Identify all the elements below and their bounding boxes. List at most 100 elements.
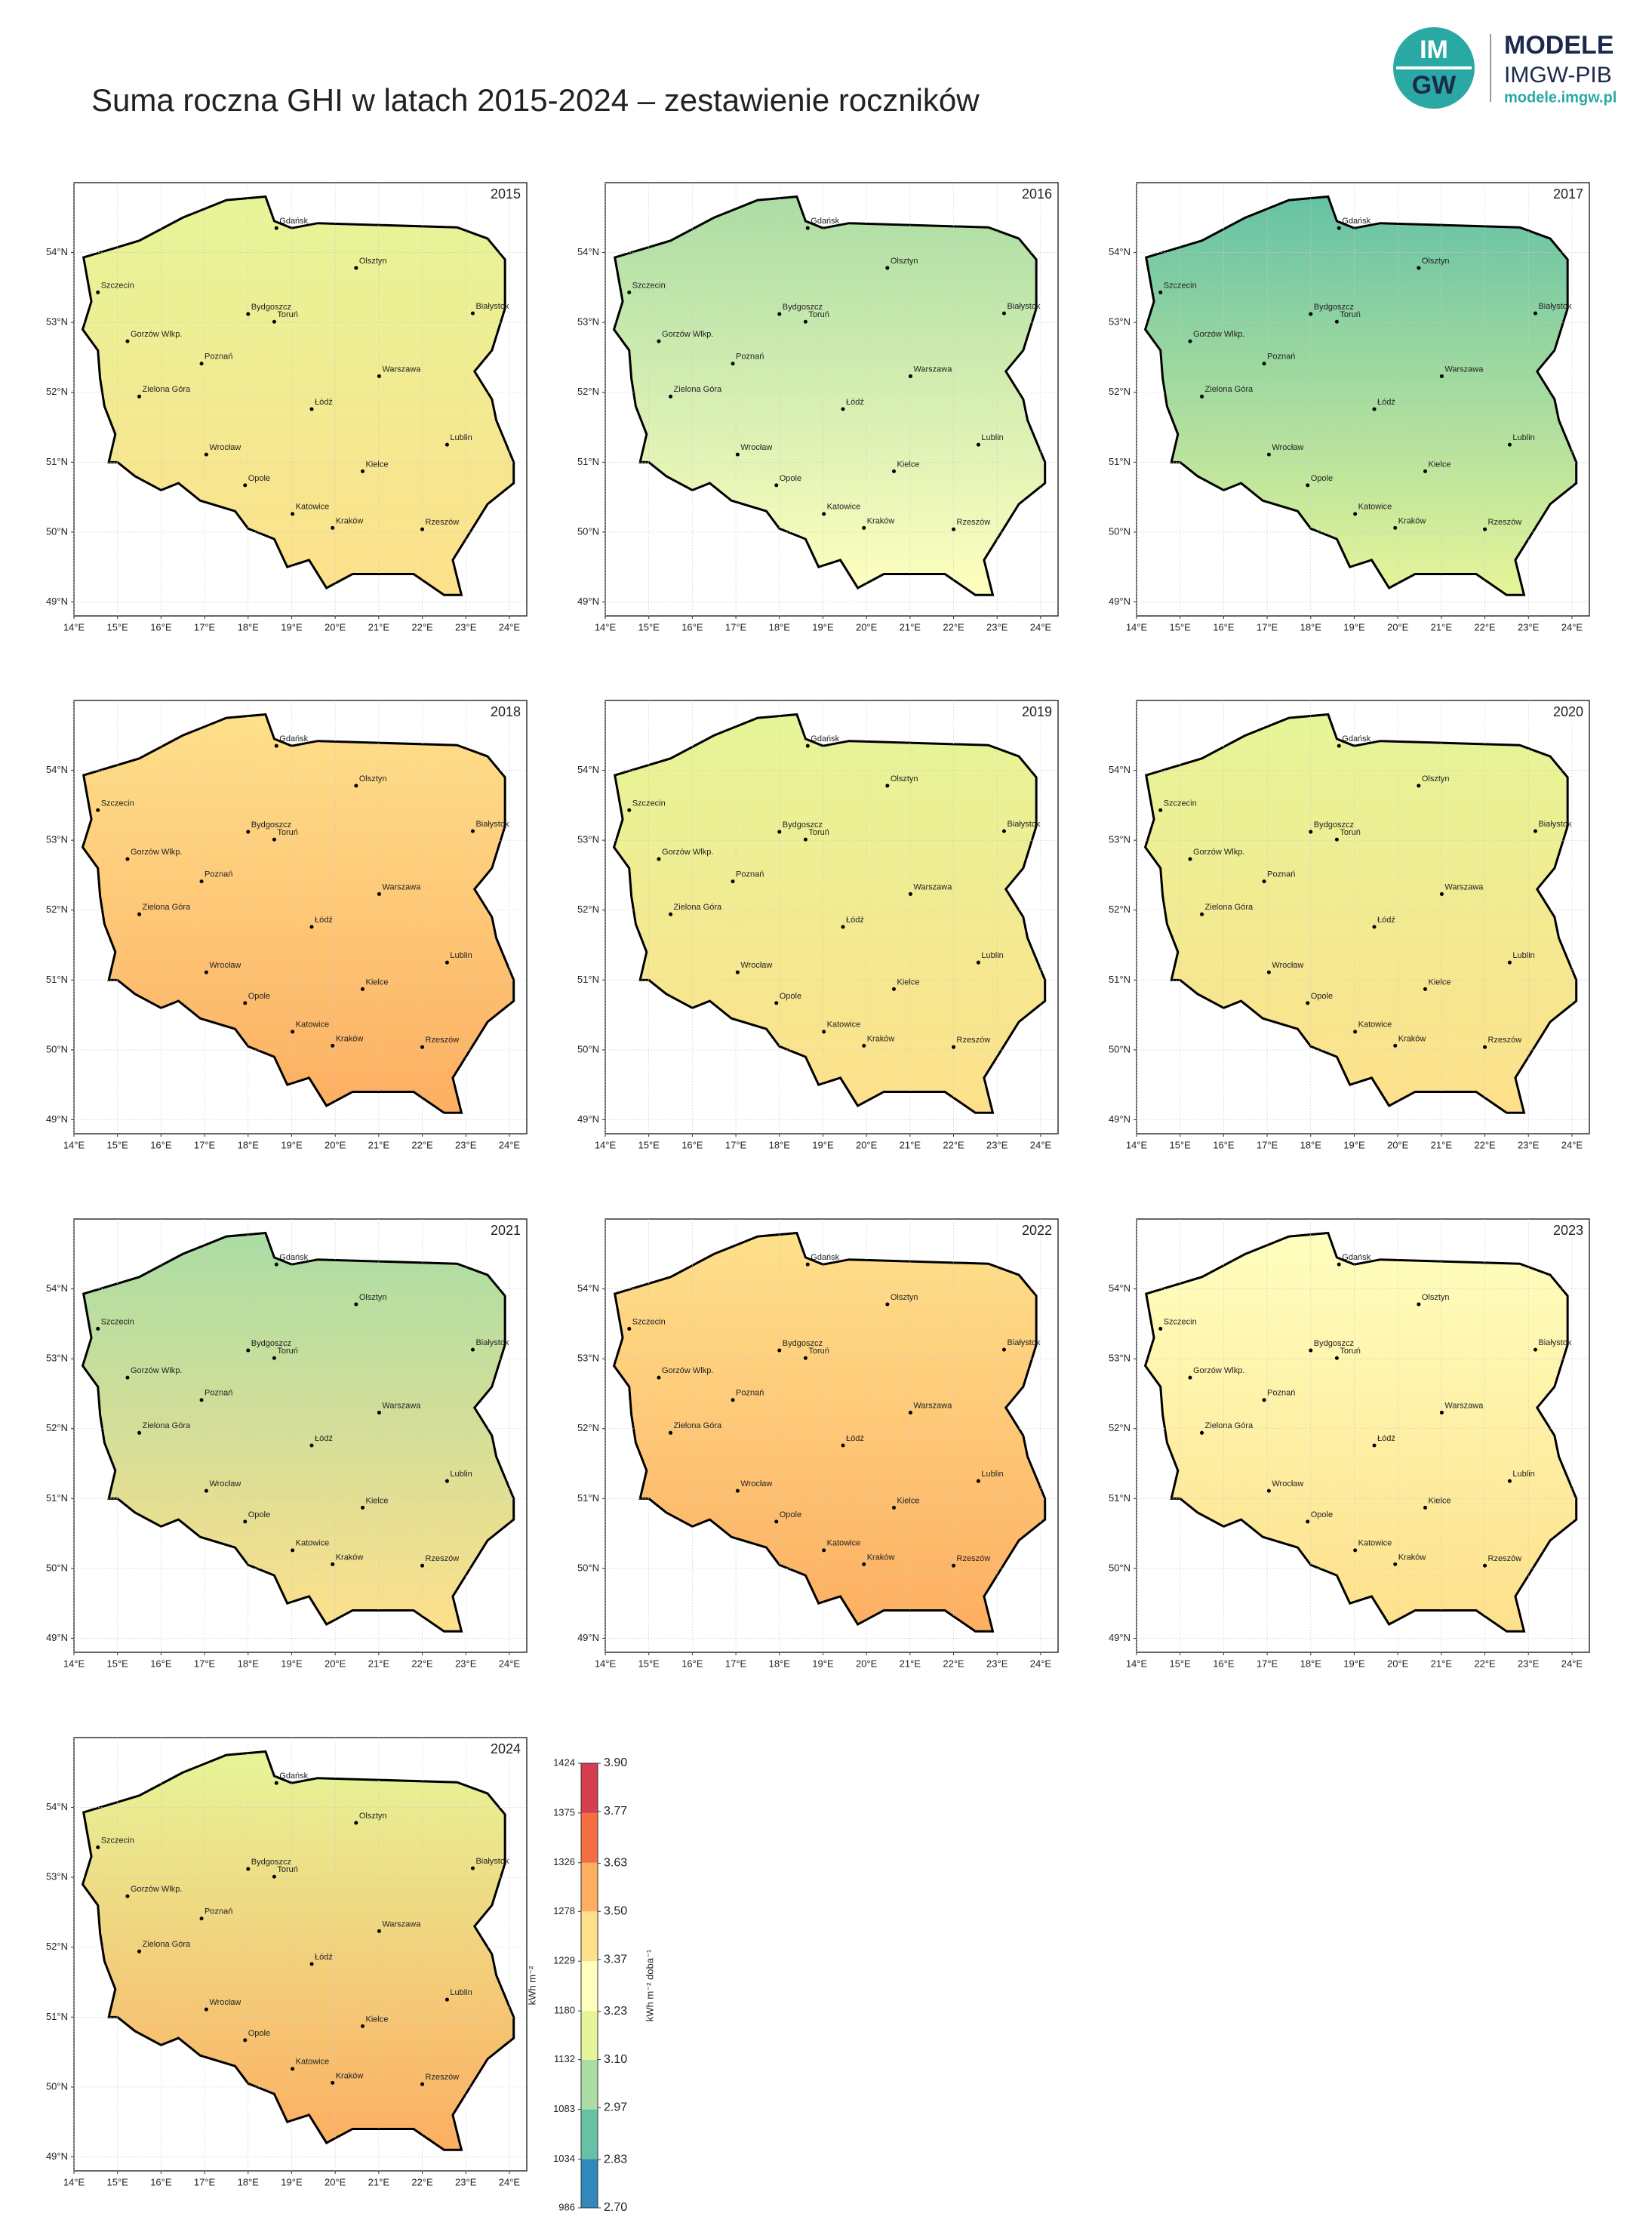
city-dot (309, 1443, 314, 1448)
lon-tick-label: 17°E (1257, 1658, 1278, 1669)
lat-tick-label: 49°N (1109, 1632, 1131, 1643)
city-label: Lublin (450, 1988, 472, 1997)
lon-tick-label: 24°E (1561, 621, 1583, 633)
city-label: Gorzów Wlkp. (131, 1885, 182, 1894)
city-dot (1439, 374, 1444, 378)
city-label: Łódź (315, 1953, 333, 1962)
city-dot (627, 1326, 632, 1331)
lat-tick-label: 50°N (1109, 525, 1131, 537)
city-dot (774, 483, 779, 488)
city-dot (272, 1356, 276, 1360)
lon-tick-label: 14°E (63, 1658, 85, 1669)
city-label: Gdańsk (1342, 1253, 1371, 1262)
city-dot (1423, 469, 1427, 473)
colorbar-tick-label: 3.63 (604, 1857, 627, 1870)
city-dot (354, 1302, 358, 1307)
map-panel: 14°E 15°E 16°E 17°E 18°E 19°E 20°E 21°E 22°E 23°E… (577, 700, 1059, 1150)
lat-tick-label: 51°N (577, 974, 599, 985)
lon-tick-label: 18°E (769, 1658, 791, 1669)
year-label: 2017 (1553, 186, 1583, 202)
city-dot (657, 1375, 661, 1380)
city-dot (1337, 1262, 1341, 1267)
city-label: Rzeszów (426, 518, 460, 527)
map-panel: 14°E 15°E 16°E 17°E 18°E 19°E 20°E 21°E 22°E 23°E… (46, 182, 528, 633)
city-dot (862, 1043, 866, 1048)
lon-tick-label: 16°E (1213, 1658, 1235, 1669)
lat-tick-label: 51°N (1109, 1492, 1131, 1504)
city-dot (1533, 311, 1537, 316)
city-dot (777, 312, 782, 316)
lon-tick-label: 15°E (638, 1658, 660, 1669)
city-label: Kraków (1398, 516, 1426, 525)
lon-tick-label: 24°E (499, 621, 521, 633)
city-dot (885, 266, 890, 270)
city-dot (841, 407, 845, 411)
city-label: Kielce (366, 1496, 389, 1505)
city-dot (125, 1375, 130, 1380)
lat-tick-label: 52°N (46, 904, 68, 915)
city-dot (243, 1519, 248, 1524)
year-label: 2024 (491, 1741, 521, 1756)
city-dot (822, 1548, 826, 1553)
lat-tick-label: 53°N (577, 316, 599, 328)
city-label: Rzeszów (957, 1036, 991, 1045)
city-dot (669, 1430, 673, 1435)
city-dot (1262, 1398, 1266, 1402)
city-dot (377, 891, 381, 896)
city-label: Toruń (808, 1347, 829, 1356)
lat-tick-label: 53°N (1109, 316, 1131, 328)
city-label: Gorzów Wlkp. (662, 330, 713, 339)
year-label: 2023 (1553, 1223, 1583, 1238)
lon-tick-label: 15°E (638, 1139, 660, 1150)
colorbar-segment (581, 2059, 598, 2110)
city-label: Warszawa (382, 365, 421, 374)
lon-tick-label: 16°E (1213, 621, 1235, 633)
city-dot (272, 319, 276, 324)
lon-tick-label: 15°E (107, 2176, 129, 2187)
lon-tick-label: 24°E (499, 1139, 521, 1150)
lat-tick-label: 49°N (1109, 1113, 1131, 1125)
city-dot (1372, 925, 1377, 929)
lon-tick-label: 20°E (1387, 1139, 1409, 1150)
city-label: Toruń (808, 310, 829, 319)
city-dot (774, 1001, 779, 1005)
city-label: Kraków (867, 1553, 895, 1562)
colorbar-segment (581, 2109, 598, 2160)
city-label: Olsztyn (891, 774, 918, 783)
city-dot (1188, 1375, 1192, 1380)
city-dot (125, 857, 130, 861)
lon-tick-label: 14°E (1126, 621, 1148, 633)
colorbar-tick-label: 3.23 (604, 2005, 627, 2018)
city-label: Kielce (897, 460, 920, 469)
city-dot (1001, 829, 1006, 833)
lon-tick-label: 19°E (281, 1139, 303, 1150)
city-dot (805, 226, 810, 230)
city-dot (1372, 1443, 1377, 1448)
city-label: Rzeszów (426, 2073, 460, 2082)
city-dot (1262, 879, 1266, 884)
city-label: Toruń (808, 828, 829, 837)
lon-tick-label: 23°E (455, 2176, 477, 2187)
city-dot (669, 394, 673, 399)
city-dot (445, 1479, 449, 1483)
city-dot (777, 830, 782, 834)
city-label: Wrocław (1272, 1479, 1303, 1488)
city-dot (470, 1347, 475, 1352)
lon-tick-label: 18°E (238, 1658, 260, 1669)
lon-tick-label: 18°E (769, 621, 791, 633)
city-label: Zielona Góra (143, 385, 191, 394)
lat-tick-label: 53°N (46, 316, 68, 328)
lon-tick-label: 14°E (1126, 1658, 1148, 1669)
city-label: Poznań (736, 870, 764, 879)
city-label: Toruń (1340, 828, 1361, 837)
lon-tick-label: 19°E (1343, 1658, 1365, 1669)
city-label: Toruń (277, 1347, 298, 1356)
city-label: Łódź (1377, 1434, 1395, 1443)
city-label: Gdańsk (811, 1253, 839, 1262)
city-label: Bydgoszcz (251, 303, 291, 312)
city-label: Lublin (1512, 951, 1534, 960)
city-dot (1158, 1326, 1163, 1331)
city-label: Kielce (366, 460, 389, 469)
lon-tick-label: 22°E (411, 1139, 433, 1150)
city-label: Kraków (1398, 1553, 1426, 1562)
